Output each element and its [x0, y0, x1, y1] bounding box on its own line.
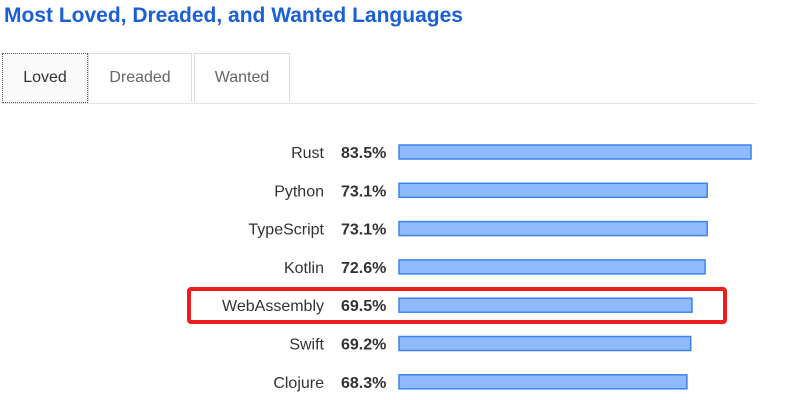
bar-rust — [398, 144, 752, 160]
bar-python — [398, 182, 708, 199]
language-label-clojure: Clojure — [273, 375, 324, 392]
language-label-swift: Swift — [289, 337, 324, 354]
tab-bar: Loved Dreaded Wanted — [2, 53, 756, 104]
bar-swift — [398, 335, 692, 352]
bar-typescript — [398, 220, 708, 237]
highlight-box — [187, 287, 727, 324]
language-label-python: Python — [274, 183, 324, 200]
value-label-python: 73.1% — [341, 183, 386, 200]
value-label-swift: 69.2% — [341, 337, 386, 354]
language-label-typescript: TypeScript — [248, 222, 324, 239]
value-label-webassembly: 69.5% — [341, 298, 386, 315]
language-label-kotlin: Kotlin — [284, 260, 324, 277]
tab-dreaded[interactable]: Dreaded — [88, 53, 192, 102]
value-label-rust: 83.5% — [341, 145, 386, 162]
bar-webassembly — [398, 297, 693, 313]
bar-kotlin — [398, 259, 706, 275]
tab-loved[interactable]: Loved — [2, 53, 88, 103]
tab-wanted[interactable]: Wanted — [194, 53, 290, 102]
value-label-clojure: 68.3% — [341, 375, 386, 392]
page-title: Most Loved, Dreaded, and Wanted Language… — [4, 4, 463, 27]
value-label-kotlin: 72.6% — [341, 260, 386, 277]
bar-clojure — [398, 374, 688, 390]
value-label-typescript: 73.1% — [341, 222, 386, 239]
language-label-rust: Rust — [291, 145, 324, 162]
language-label-webassembly: WebAssembly — [222, 298, 324, 315]
